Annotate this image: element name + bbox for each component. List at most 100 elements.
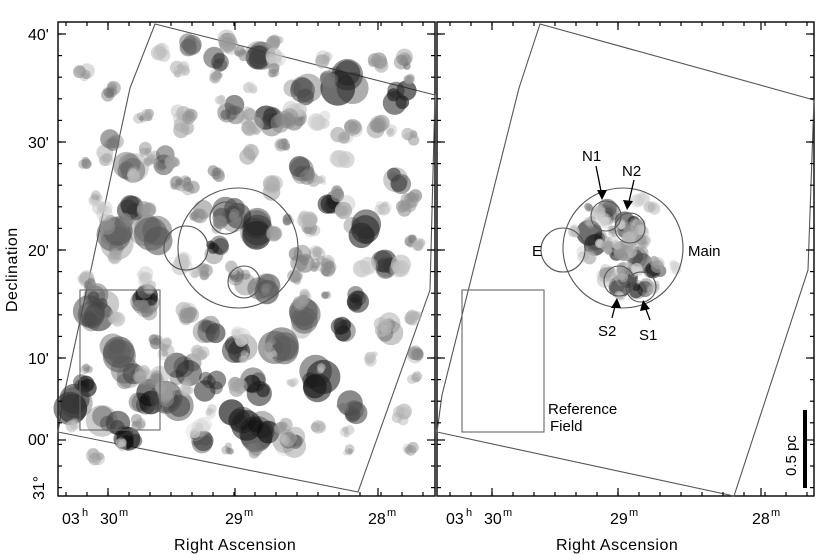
faint-emission bbox=[240, 106, 254, 120]
faint-emission bbox=[92, 200, 106, 215]
dense-clump bbox=[134, 215, 162, 243]
faint-emission bbox=[170, 182, 178, 190]
faint-emission bbox=[405, 75, 414, 84]
faint-emission bbox=[391, 412, 403, 424]
faint-emission bbox=[330, 126, 346, 143]
dense-clump bbox=[205, 323, 226, 344]
faint-emission bbox=[347, 448, 353, 454]
faint-main-emission bbox=[618, 273, 626, 281]
faint-main-emission bbox=[605, 249, 612, 255]
faint-emission bbox=[102, 223, 111, 232]
faint-emission bbox=[283, 218, 291, 226]
faint-emission bbox=[318, 366, 323, 372]
dense-clump bbox=[128, 434, 143, 448]
faint-emission bbox=[189, 428, 201, 439]
s-region-circle bbox=[227, 265, 261, 299]
faint-main-emission bbox=[595, 213, 608, 227]
faint-emission bbox=[227, 448, 234, 455]
dense-clump bbox=[306, 359, 341, 394]
faint-emission bbox=[118, 440, 126, 448]
faint-emission bbox=[178, 307, 194, 324]
faint-emission bbox=[138, 365, 150, 377]
faint-emission bbox=[177, 63, 183, 70]
faint-emission bbox=[235, 335, 248, 347]
faint-emission bbox=[146, 280, 157, 290]
faint-emission bbox=[231, 328, 241, 339]
faint-emission bbox=[315, 54, 330, 68]
faint-main-emission bbox=[600, 242, 609, 250]
ra-hours-unit: h bbox=[466, 507, 472, 519]
faint-emission bbox=[335, 205, 347, 217]
faint-main-emission bbox=[600, 239, 613, 252]
dense-clump bbox=[347, 286, 364, 303]
faint-emission bbox=[138, 275, 149, 287]
faint-main-emission bbox=[590, 208, 601, 219]
faint-emission bbox=[225, 447, 232, 454]
faint-emission bbox=[170, 104, 185, 119]
faint-main-emission bbox=[596, 239, 605, 248]
dense-clump-field bbox=[53, 29, 426, 466]
faint-main-emission bbox=[614, 243, 621, 250]
faint-emission bbox=[282, 142, 290, 151]
ra-minutes-30-unit: m bbox=[503, 507, 512, 519]
faint-main-emission bbox=[652, 257, 665, 270]
faint-main-emission bbox=[605, 270, 617, 282]
faint-emission bbox=[316, 176, 323, 183]
faint-main-emission bbox=[605, 274, 614, 282]
faint-main-emission bbox=[604, 240, 612, 249]
faint-emission bbox=[340, 403, 347, 410]
faint-emission bbox=[148, 334, 159, 345]
e-region-circle bbox=[163, 225, 209, 271]
faint-emission bbox=[398, 199, 408, 209]
ra-minutes-28: 28 bbox=[752, 511, 770, 528]
faint-emission bbox=[407, 347, 421, 361]
faint-emission bbox=[165, 157, 177, 169]
faint-emission bbox=[173, 159, 181, 167]
dense-clump bbox=[193, 380, 216, 402]
faint-emission bbox=[179, 307, 196, 324]
dec-tick-31deg: 31° bbox=[31, 476, 48, 500]
dense-clump bbox=[346, 408, 359, 422]
faint-emission bbox=[345, 448, 353, 456]
faint-emission bbox=[387, 130, 393, 137]
faint-main-emission bbox=[571, 229, 579, 238]
faint-emission bbox=[110, 311, 120, 321]
faint-emission bbox=[347, 122, 363, 138]
dec-tick-40: 40' bbox=[28, 27, 49, 44]
dense-clump bbox=[340, 319, 352, 330]
faint-emission bbox=[232, 213, 240, 220]
faint-emission bbox=[280, 430, 297, 447]
faint-main-emission bbox=[639, 225, 646, 232]
faint-emission bbox=[325, 260, 335, 270]
ra-minutes-29: 29 bbox=[610, 511, 628, 528]
faint-emission bbox=[247, 443, 256, 452]
faint-emission bbox=[70, 420, 81, 430]
faint-emission bbox=[243, 147, 252, 156]
faint-emission bbox=[69, 417, 81, 430]
faint-emission bbox=[248, 84, 258, 94]
faint-emission bbox=[342, 450, 349, 456]
faint-emission bbox=[317, 363, 326, 372]
faint-emission bbox=[342, 426, 348, 433]
dense-clump bbox=[182, 35, 202, 55]
faint-emission bbox=[270, 113, 290, 133]
faint-emission bbox=[248, 153, 256, 161]
faint-emission bbox=[137, 201, 152, 216]
faint-emission bbox=[229, 212, 237, 220]
faint-main-emission bbox=[601, 235, 610, 244]
dense-clump bbox=[204, 245, 224, 265]
faint-emission bbox=[303, 167, 314, 178]
faint-emission bbox=[322, 292, 329, 299]
faint-emission bbox=[246, 443, 256, 453]
faint-emission bbox=[221, 445, 231, 455]
faint-emission bbox=[400, 54, 412, 66]
faint-emission bbox=[266, 35, 281, 50]
faint-emission bbox=[107, 250, 122, 265]
ra-minutes-28-unit: m bbox=[387, 507, 396, 519]
faint-emission bbox=[138, 141, 152, 155]
faint-emission bbox=[224, 442, 232, 450]
faint-emission bbox=[265, 342, 273, 349]
faint-main-emission bbox=[627, 230, 637, 240]
faint-emission bbox=[139, 115, 145, 121]
left-panel bbox=[53, 21, 436, 497]
